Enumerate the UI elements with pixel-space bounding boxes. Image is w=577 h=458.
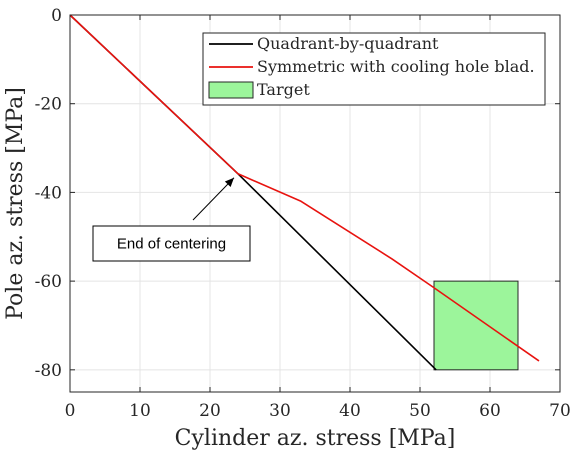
annotation-arrow-head bbox=[224, 177, 234, 188]
x-tick-label: 10 bbox=[129, 401, 151, 421]
x-tick-label: 30 bbox=[269, 401, 291, 421]
ticks bbox=[69, 14, 561, 392]
legend-label-target: Target bbox=[257, 80, 310, 99]
legend-label-quadrant: Quadrant-by-quadrant bbox=[257, 34, 439, 53]
y-tick-label: -40 bbox=[35, 183, 62, 203]
y-tick-label: -80 bbox=[35, 361, 62, 381]
series-layer bbox=[69, 14, 540, 371]
annotation-box bbox=[92, 225, 251, 262]
target-rect bbox=[433, 280, 519, 371]
y-tick-label: -60 bbox=[35, 272, 62, 292]
legend-label-symmetric: Symmetric with cooling hole blad. bbox=[257, 57, 535, 76]
target-layer bbox=[433, 280, 519, 371]
series-symmetric-line bbox=[69, 14, 540, 362]
y-tick-label: 0 bbox=[51, 6, 62, 26]
x-tick-label: 50 bbox=[409, 401, 431, 421]
legend: Quadrant-by-quadrant Symmetric with cool… bbox=[202, 32, 546, 106]
y-tick-label: -20 bbox=[35, 95, 62, 115]
y-axis-label: Pole az. stress [MPa] bbox=[3, 87, 28, 320]
x-tick-label: 70 bbox=[549, 401, 571, 421]
x-tick-label: 60 bbox=[479, 401, 501, 421]
x-tick-label: 0 bbox=[65, 401, 76, 421]
x-tick-label: 20 bbox=[199, 401, 221, 421]
legend-swatch-target bbox=[208, 81, 254, 99]
annotation: End of centering bbox=[92, 177, 251, 262]
axes-box bbox=[69, 14, 561, 393]
x-tick-label: 40 bbox=[339, 401, 361, 421]
annotation-text: End of centering bbox=[117, 236, 226, 253]
tick-labels: 0 10 20 30 40 50 60 70 0 -20 -40 -60 -80 bbox=[35, 6, 571, 421]
x-axis-label: Cylinder az. stress [MPa] bbox=[175, 426, 456, 451]
annotation-arrow-line bbox=[192, 177, 235, 221]
legend-box bbox=[202, 32, 546, 106]
